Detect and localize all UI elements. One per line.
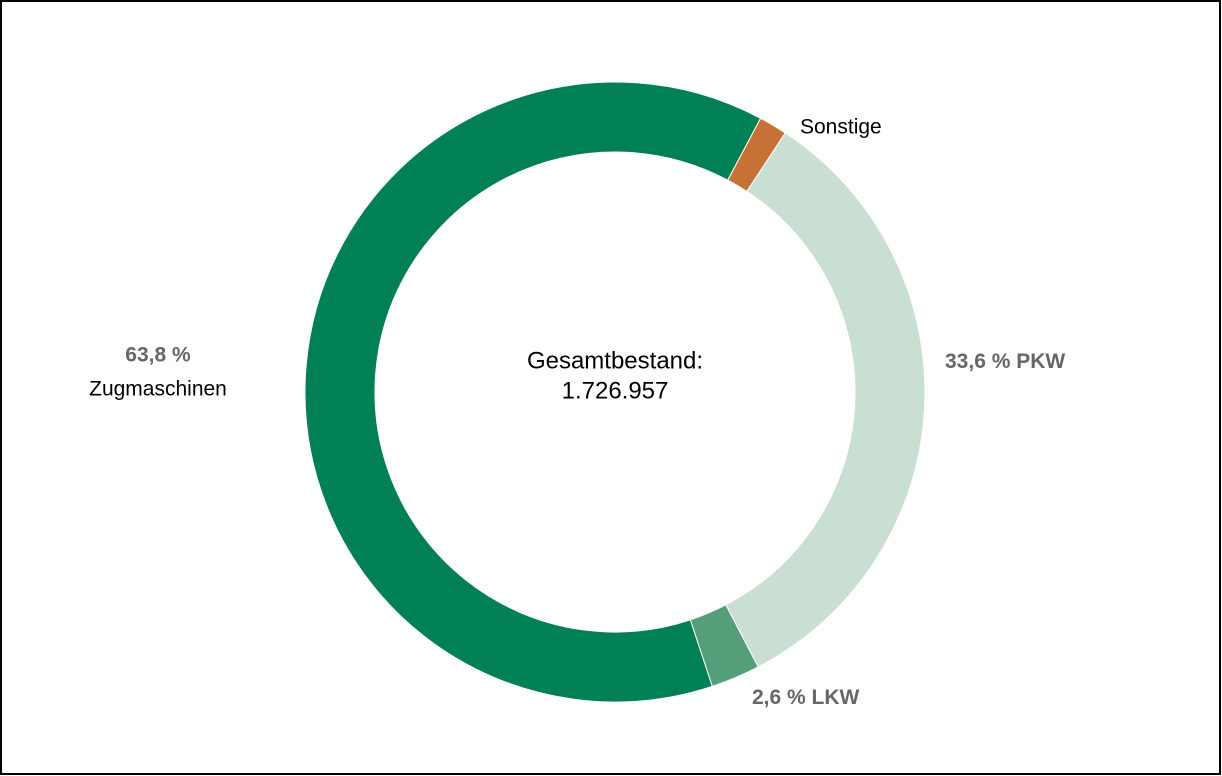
data-label: 2,6 % LKW [752,686,860,709]
value-label: 63,8 % [125,344,191,367]
value-label: 2,6 % [752,686,806,709]
category-label: LKW [812,686,860,709]
category-label: Sonstige [800,116,882,139]
center-text: 1.726.957 [562,377,669,404]
data-label: 33,6 % PKW [945,350,1065,373]
center-text: Gesamtbestand: [527,347,703,374]
category-label: PKW [1016,350,1065,373]
value-label: 33,6 % [945,350,1011,373]
category-label: Zugmaschinen [89,378,227,401]
donut-segment [304,81,762,703]
donut-segment [725,132,926,668]
